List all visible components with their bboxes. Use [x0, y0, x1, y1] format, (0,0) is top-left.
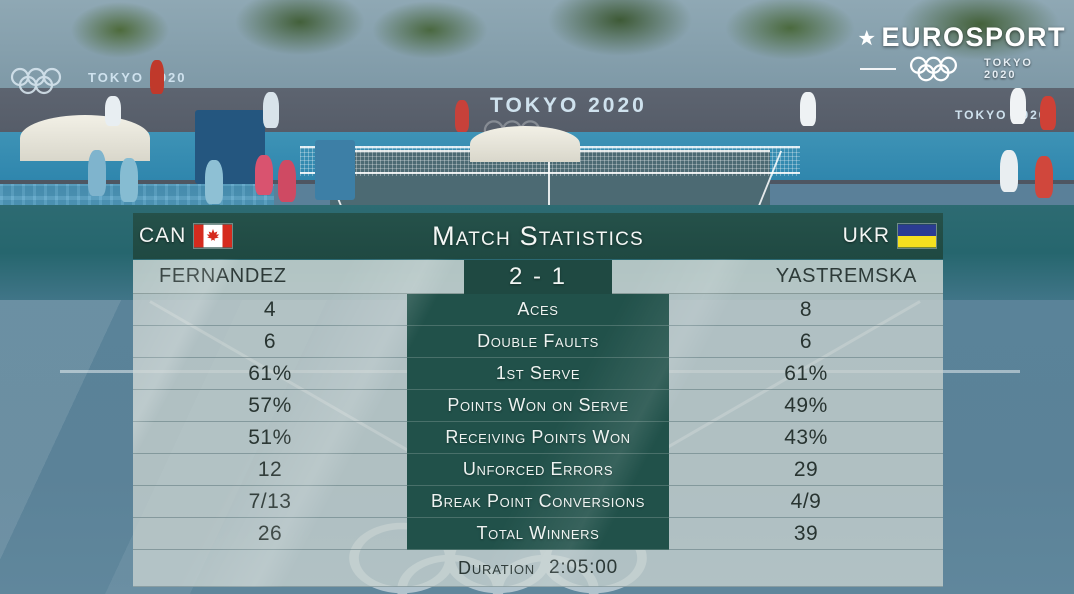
flag-ukraine-icon — [897, 223, 937, 249]
stat-value-left: 61% — [133, 358, 407, 390]
stat-row: 26 Total Winners 39 — [133, 518, 943, 550]
left-player-header: CAN — [139, 223, 234, 249]
stat-label: Aces — [407, 294, 669, 326]
stat-value-left: 51% — [133, 422, 407, 454]
spectator — [1010, 88, 1026, 124]
olympic-rings-icon — [909, 56, 958, 82]
spectator — [263, 92, 279, 128]
left-player-name: FERNANDEZ — [133, 260, 464, 294]
stat-label: Break Point Conversions — [407, 486, 669, 518]
stat-label: 1st Serve — [407, 358, 669, 390]
stat-row: 57% Points Won on Serve 49% — [133, 390, 943, 422]
eurosport-event-label: TOKYO 2020 — [984, 57, 1033, 81]
match-statistics-overlay: CAN Match Statistics UKR FERNANDEZ 2 - — [133, 213, 943, 587]
stat-value-right: 8 — [669, 294, 943, 326]
duration-label: Duration — [458, 557, 535, 578]
match-score: 2 - 1 — [464, 260, 612, 294]
page-title: Match Statistics — [432, 221, 644, 251]
stat-value-left: 57% — [133, 390, 407, 422]
court-service-line — [300, 172, 800, 174]
spectator — [1000, 150, 1018, 192]
statistics-rows: 4 Aces 8 6 Double Faults 6 61% 1st Serve 61% 57% P… — [133, 294, 943, 550]
spectator — [455, 100, 469, 132]
spectator — [105, 96, 121, 126]
venue-banner-right-text: TOKYO 2020 — [955, 108, 1048, 122]
spectator — [1035, 156, 1053, 198]
court-center-line — [548, 150, 550, 212]
tree-line — [0, 0, 1074, 96]
stat-row: 4 Aces 8 — [133, 294, 943, 326]
stat-row: 51% Receiving Points Won 43% — [133, 422, 943, 454]
star-icon — [858, 29, 875, 45]
ball-crew — [205, 160, 223, 204]
stat-label: Receiving Points Won — [407, 422, 669, 454]
match-duration-row: Duration 2:05:00 — [133, 550, 943, 587]
stat-value-right: 39 — [669, 518, 943, 550]
stat-value-right: 6 — [669, 326, 943, 358]
umbrella — [20, 115, 150, 161]
stat-label: Points Won on Serve — [407, 390, 669, 422]
stat-value-left: 12 — [133, 454, 407, 486]
stat-label: Total Winners — [407, 518, 669, 550]
ball-crew — [120, 158, 138, 202]
right-country-code: UKR — [842, 224, 890, 247]
stat-row: 12 Unforced Errors 29 — [133, 454, 943, 486]
stat-row: 7/13 Break Point Conversions 4/9 — [133, 486, 943, 518]
player-names-row: FERNANDEZ 2 - 1 YASTREMSKA — [133, 260, 943, 294]
stat-row: 6 Double Faults 6 — [133, 326, 943, 358]
eurosport-wordmark: EUROSPORT — [881, 22, 1066, 52]
stat-value-left: 7/13 — [133, 486, 407, 518]
ball-crew — [88, 150, 106, 196]
stat-label: Unforced Errors — [407, 454, 669, 486]
stat-value-right: 4/9 — [669, 486, 943, 518]
stat-value-left: 4 — [133, 294, 407, 326]
stat-value-right: 29 — [669, 454, 943, 486]
spectator — [150, 60, 164, 94]
logo-rule — [860, 68, 896, 70]
stat-value-left: 6 — [133, 326, 407, 358]
spectator — [278, 160, 296, 202]
spectator — [255, 155, 273, 195]
duration-value: 2:05:00 — [548, 557, 618, 578]
flag-canada-icon — [193, 223, 234, 249]
stat-value-right: 43% — [669, 422, 943, 454]
venue-banner-left-text: TOKYO 2020 — [88, 70, 187, 85]
spectator — [800, 92, 816, 126]
umbrella — [470, 126, 580, 162]
spectator — [1040, 96, 1056, 130]
eurosport-logo: EUROSPORT TOKYO 2020 — [858, 22, 1066, 83]
venue-banner-text: TOKYO 2020 — [490, 94, 647, 117]
left-country-code: CAN — [139, 224, 187, 247]
stat-label: Double Faults — [407, 326, 669, 358]
statistics-header-bar: CAN Match Statistics UKR — [133, 213, 943, 259]
equipment-case — [315, 140, 355, 200]
stat-value-left: 26 — [133, 518, 407, 550]
stat-value-right: 61% — [669, 358, 943, 390]
olympic-rings-icon — [10, 67, 62, 95]
stat-row: 61% 1st Serve 61% — [133, 358, 943, 390]
right-player-name: YASTREMSKA — [612, 260, 943, 294]
stat-value-right: 49% — [669, 390, 943, 422]
right-player-header: UKR — [843, 223, 937, 249]
